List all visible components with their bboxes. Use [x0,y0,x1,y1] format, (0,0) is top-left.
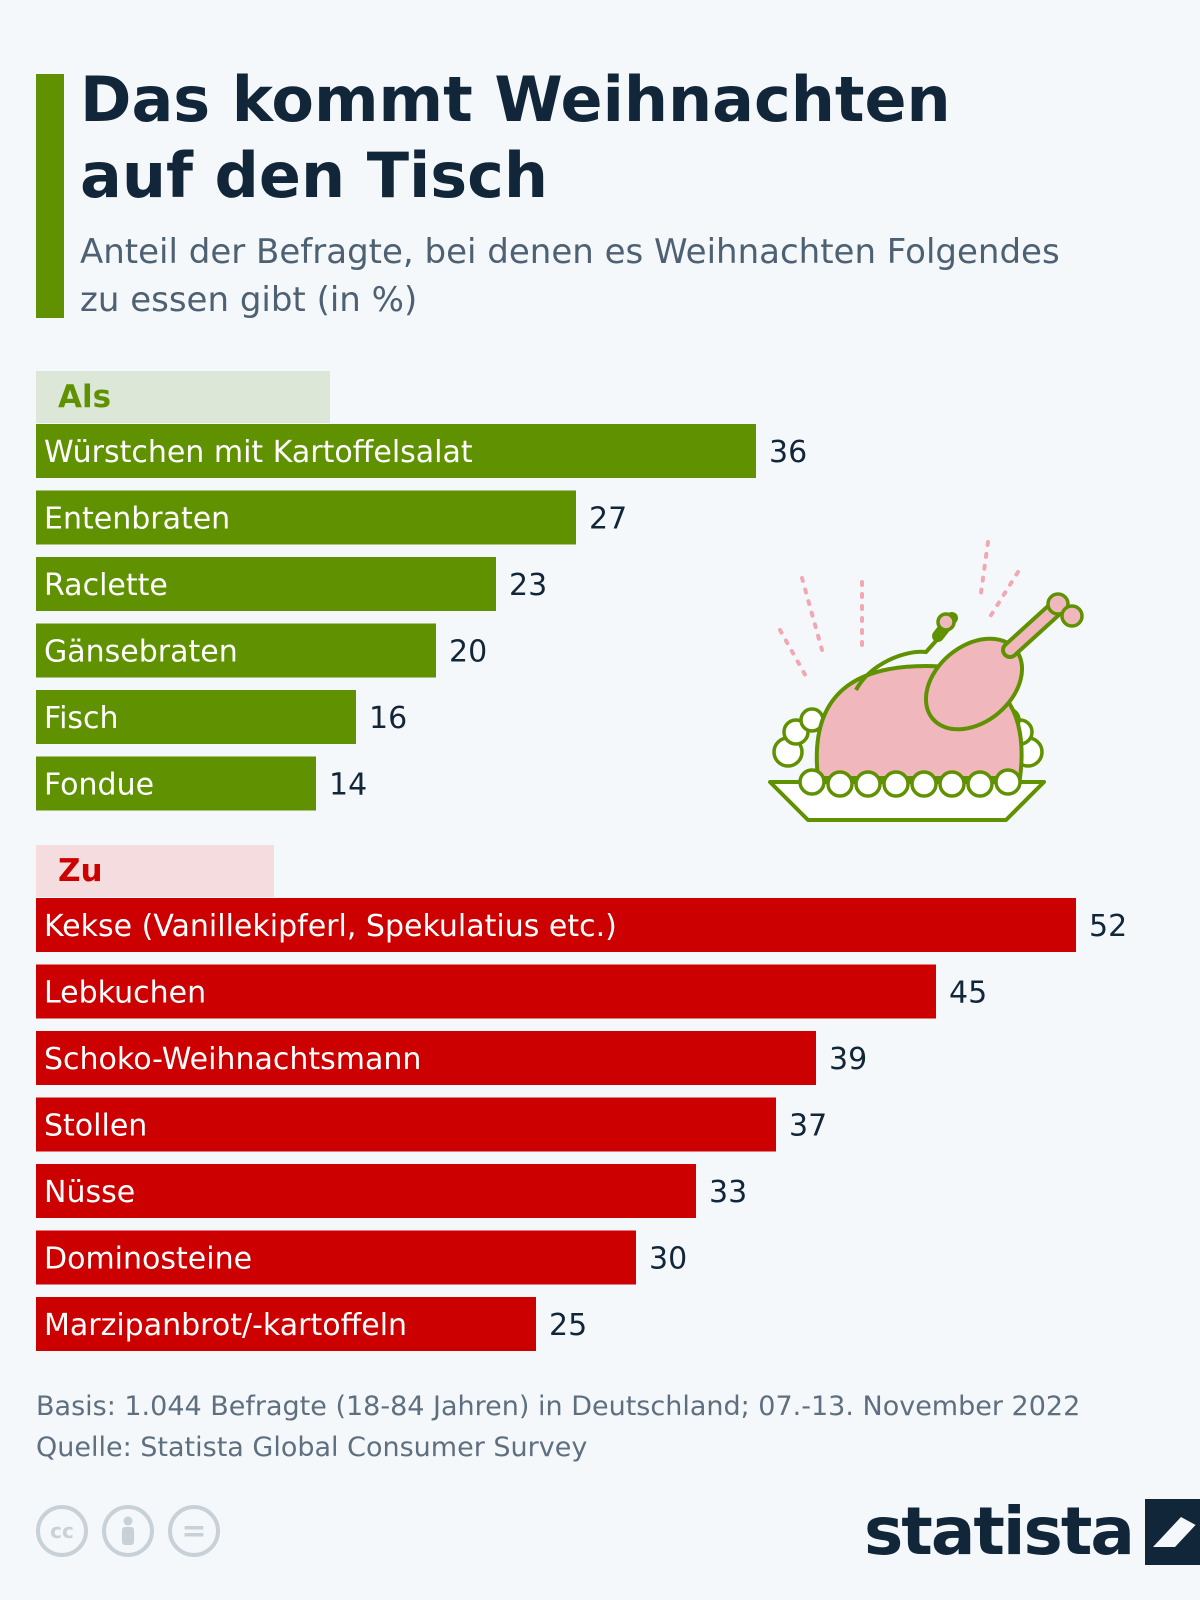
bar-value-main-2: 23 [509,568,547,603]
bar-main-4 [36,690,356,744]
bar-value-sweet-3: 37 [789,1109,827,1144]
bars-main-course: Würstchen mit Kartoffelsalat 36 Entenbrate… [36,424,807,811]
statista-mark-icon [1144,1499,1200,1565]
bar-value-main-4: 16 [369,701,407,736]
brand-name: statista [864,1493,1135,1570]
license-icons: cc = [36,1505,220,1557]
bar-value-sweet-5: 30 [649,1242,687,1277]
bar-value-main-3: 20 [449,635,487,670]
bar-label-main-0: Würstchen mit Kartoffelsalat [44,435,473,470]
bar-main-3 [36,623,436,678]
bar-sweet-1 [36,964,936,1019]
bar-value-main-5: 14 [329,768,367,803]
bar-sweet-2 [36,1031,816,1085]
chart-subtitle: Anteil der Befragte, bei denen es Weihna… [80,232,1060,320]
bar-label-sweet-2: Schoko-Weihnachtsmann [44,1042,421,1077]
bar-main-1 [36,490,576,545]
bar-sweet-4 [36,1164,696,1218]
bar-value-sweet-1: 45 [949,976,987,1011]
footer-basis: Basis: 1.044 Befragte (18-84 Jahren) in … [36,1391,1081,1422]
bar-label-main-1: Entenbraten [44,502,230,537]
cc-icon: cc [36,1505,88,1557]
bar-label-sweet-5: Dominosteine [44,1242,252,1277]
person-icon [102,1505,154,1557]
bar-main-0 [36,424,756,478]
bar-value-sweet-4: 33 [709,1175,747,1210]
chart-footer: Basis: 1.044 Befragte (18-84 Jahren) in … [36,1386,1156,1468]
bar-sweet-5 [36,1230,636,1285]
bar-value-main-0: 36 [769,435,807,470]
bar-label-main-4: Fisch [44,701,119,736]
equals-icon: = [168,1505,220,1557]
title-accent-bar [36,74,64,318]
bars-snacks: Kekse (Vanillekipferl, Spekulatius etc.)… [36,898,1127,1351]
bar-sweet-3 [36,1097,776,1152]
bar-label-sweet-1: Lebkuchen [44,976,206,1011]
bar-sweet-6 [36,1297,536,1351]
bar-label-main-2: Raclette [44,568,168,603]
bar-chart: Würstchen mit Kartoffelsalat 36 Entenbrate… [36,424,1127,1351]
bar-main-2 [36,557,496,611]
bar-label-sweet-3: Stollen [44,1109,147,1144]
bar-value-sweet-2: 39 [829,1042,867,1077]
bar-label-sweet-4: Nüsse [44,1175,135,1210]
bar-label-sweet-0: Kekse (Vanillekipferl, Spekulatius etc.) [44,909,617,944]
bar-label-main-3: Gänsebraten [44,635,238,670]
bar-value-sweet-0: 52 [1089,909,1127,944]
chart-title: Das kommt Weihnachten auf den Tisch [80,63,951,212]
bar-label-main-5: Fondue [44,768,154,803]
bar-main-5 [36,756,316,811]
footer-source: Quelle: Statista Global Consumer Survey [36,1432,588,1463]
roast-chicken-icon [768,540,1084,822]
statista-logo: statista [864,1494,1200,1570]
bar-value-main-1: 27 [589,502,627,537]
bar-label-sweet-6: Marzipanbrot/-kartoffeln [44,1308,407,1343]
bar-sweet-0 [36,898,1076,952]
bar-value-sweet-6: 25 [549,1308,587,1343]
